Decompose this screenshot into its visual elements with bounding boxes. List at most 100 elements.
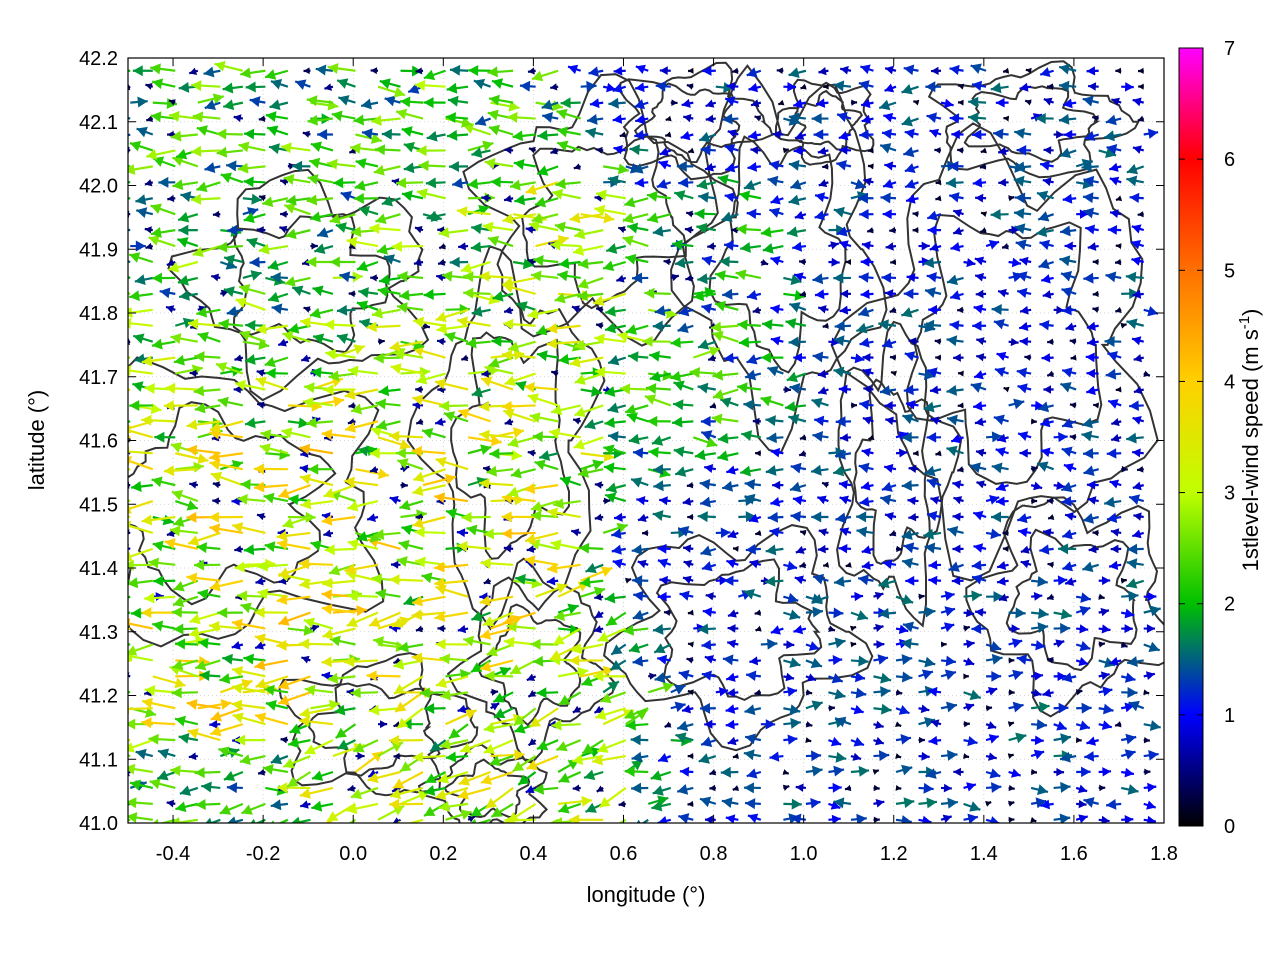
wind-vector-head — [632, 575, 642, 586]
wind-vector-head — [709, 785, 715, 791]
wind-vector — [919, 783, 934, 794]
wind-vector-head — [902, 558, 913, 569]
wind-vector — [653, 624, 671, 635]
wind-vector — [941, 641, 947, 647]
wind-vector — [749, 656, 760, 665]
wind-vector — [595, 481, 603, 488]
wind-vector — [805, 737, 811, 743]
wind-vector-head — [972, 560, 982, 570]
wind-vector-head — [232, 666, 243, 677]
wind-vector-head — [421, 572, 432, 583]
wind-vector — [835, 321, 851, 332]
wind-vector — [210, 581, 243, 592]
wind-vector — [885, 512, 896, 521]
wind-vector — [631, 477, 648, 487]
wind-vector-head — [835, 512, 846, 523]
wind-vector — [1009, 817, 1015, 823]
wind-vector-head — [745, 479, 756, 490]
wind-vector — [299, 716, 333, 727]
wind-vector — [601, 820, 625, 834]
wind-vector-head — [958, 402, 964, 408]
wind-vector — [833, 367, 851, 378]
wind-vector — [265, 357, 288, 367]
wind-vector-head — [120, 423, 131, 434]
wind-vector-head — [958, 371, 964, 377]
wind-vector-head — [466, 337, 476, 348]
wind-vector-head — [1017, 288, 1027, 298]
wind-vector — [1009, 785, 1015, 791]
wind-vector — [172, 490, 198, 501]
wind-vector-head — [1086, 736, 1096, 745]
wind-vector — [153, 676, 186, 688]
wind-vector-head — [671, 337, 681, 348]
wind-vector-head — [990, 641, 1001, 651]
wind-vector — [1098, 594, 1104, 600]
wind-vector-head — [1037, 784, 1048, 795]
wind-vector — [173, 581, 197, 592]
wind-vector — [683, 544, 693, 552]
wind-vector — [142, 698, 175, 709]
wind-vector-head — [720, 256, 730, 267]
wind-vector — [885, 417, 896, 426]
wind-vector — [896, 689, 902, 695]
wind-vector — [278, 613, 310, 626]
wind-vector-head — [701, 303, 712, 313]
wind-vector — [697, 273, 716, 284]
wind-vector-head — [1031, 418, 1037, 424]
wind-vector — [303, 820, 333, 837]
wind-vector-head — [290, 817, 301, 828]
wind-vector — [733, 753, 739, 759]
wind-vector-head — [766, 545, 777, 556]
wind-vector-head — [503, 319, 513, 330]
wind-vector-head — [785, 318, 796, 329]
wind-vector — [175, 801, 197, 812]
wind-vector-head — [620, 383, 630, 394]
wind-vector — [1031, 769, 1037, 775]
wind-vector-head — [1037, 719, 1047, 730]
wind-vector-head — [745, 733, 756, 744]
wind-vector — [491, 689, 499, 696]
wind-vector — [1003, 546, 1009, 552]
wind-vector-shaft — [601, 820, 625, 834]
wind-vector — [1076, 606, 1090, 616]
wind-vector — [833, 273, 851, 284]
wind-vector — [1009, 769, 1021, 778]
wind-vector — [1009, 670, 1023, 680]
wind-vector — [528, 308, 559, 319]
wind-vector — [585, 419, 604, 429]
wind-vector-head — [153, 575, 163, 586]
wind-vector — [994, 415, 1009, 426]
wind-vector — [791, 511, 806, 522]
wind-vector-head — [743, 399, 753, 410]
wind-vector-head — [1060, 623, 1070, 634]
wind-vector-head — [613, 559, 623, 569]
wind-vector — [765, 415, 783, 426]
wind-vector-head — [531, 639, 541, 650]
wind-vector-head — [595, 481, 602, 488]
wind-vector-head — [1043, 385, 1051, 393]
wind-vector — [901, 638, 918, 649]
wind-vector-head — [164, 465, 174, 476]
wind-vector-head — [694, 290, 705, 301]
wind-vector — [828, 626, 835, 632]
wind-vector — [108, 608, 131, 619]
wind-vector-head — [536, 687, 546, 698]
wind-vector-head — [1128, 784, 1139, 795]
wind-vector-head — [790, 482, 801, 493]
wind-vector-head — [875, 624, 883, 632]
wind-vector — [976, 353, 986, 361]
wind-vector-head — [1102, 720, 1112, 730]
wind-vector-head — [187, 419, 198, 430]
wind-vector — [194, 385, 221, 396]
wind-vector — [416, 625, 423, 632]
wind-vector — [1054, 721, 1067, 731]
wind-vector — [103, 284, 130, 295]
wind-vector — [604, 417, 625, 428]
wind-vector-head — [250, 257, 260, 268]
wind-vector — [312, 770, 333, 780]
wind-vector-head — [947, 526, 958, 537]
wind-vector — [560, 476, 581, 486]
wind-vector — [437, 338, 446, 346]
wind-vector-head — [121, 318, 132, 329]
wind-vector — [1144, 606, 1161, 617]
